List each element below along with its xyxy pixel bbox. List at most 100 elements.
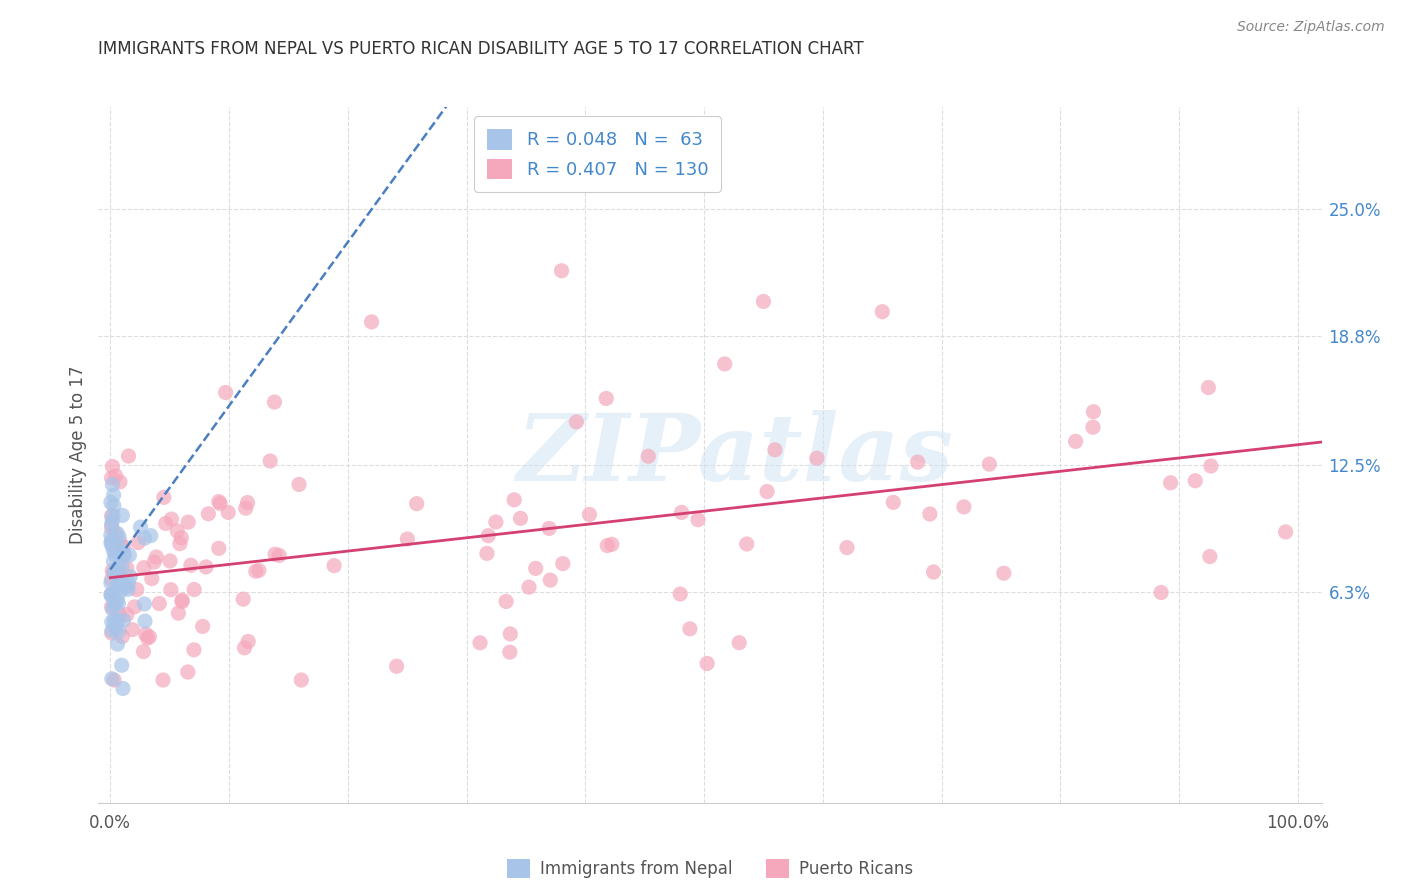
Point bbox=[100, 589, 122, 603]
Point bbox=[108, 530, 131, 544]
Point bbox=[105, 526, 128, 541]
Point bbox=[288, 477, 311, 491]
Point bbox=[236, 495, 259, 509]
Point bbox=[127, 535, 149, 549]
Point bbox=[686, 513, 709, 527]
Point bbox=[180, 558, 202, 573]
Point bbox=[1197, 380, 1219, 394]
Point bbox=[806, 451, 828, 466]
Point bbox=[104, 468, 127, 483]
Point bbox=[509, 511, 531, 525]
Point bbox=[108, 624, 131, 638]
Point bbox=[101, 615, 124, 629]
Legend: Immigrants from Nepal, Puerto Ricans: Immigrants from Nepal, Puerto Ricans bbox=[501, 853, 920, 885]
Point bbox=[101, 459, 124, 474]
Point bbox=[100, 508, 122, 523]
Point bbox=[105, 592, 128, 607]
Point bbox=[101, 624, 124, 638]
Point bbox=[138, 630, 160, 644]
Point bbox=[100, 521, 122, 535]
Point bbox=[111, 577, 134, 591]
Point bbox=[121, 623, 143, 637]
Point bbox=[160, 582, 183, 597]
Point bbox=[100, 587, 122, 601]
Point bbox=[477, 529, 499, 543]
Point bbox=[104, 596, 127, 610]
Point bbox=[713, 357, 735, 371]
Point bbox=[134, 614, 156, 628]
Point bbox=[153, 491, 176, 505]
Point bbox=[578, 508, 600, 522]
Point bbox=[101, 564, 124, 578]
Point bbox=[112, 548, 135, 562]
Point bbox=[183, 582, 205, 597]
Point bbox=[167, 606, 190, 620]
Point bbox=[132, 644, 155, 658]
Point bbox=[524, 561, 547, 575]
Point bbox=[1064, 434, 1087, 449]
Point bbox=[696, 657, 718, 671]
Point bbox=[117, 582, 139, 597]
Point bbox=[170, 531, 193, 545]
Point bbox=[245, 564, 267, 578]
Point bbox=[101, 672, 124, 686]
Point bbox=[671, 506, 693, 520]
Point bbox=[134, 597, 156, 611]
Point bbox=[101, 508, 124, 523]
Point bbox=[177, 665, 200, 679]
Point bbox=[103, 565, 125, 579]
Point bbox=[565, 415, 588, 429]
Point bbox=[1199, 458, 1222, 473]
Point bbox=[100, 573, 122, 587]
Point bbox=[129, 520, 152, 534]
Point bbox=[953, 500, 976, 514]
Point bbox=[100, 536, 122, 550]
Point bbox=[238, 634, 260, 648]
Point bbox=[103, 598, 125, 612]
Point bbox=[499, 627, 522, 641]
Point bbox=[103, 566, 125, 580]
Point bbox=[1184, 474, 1206, 488]
Point bbox=[141, 572, 163, 586]
Point bbox=[105, 567, 128, 582]
Point bbox=[108, 584, 131, 599]
Point bbox=[112, 540, 135, 554]
Point bbox=[103, 618, 125, 632]
Point bbox=[475, 546, 498, 560]
Point bbox=[104, 526, 127, 541]
Point bbox=[100, 626, 122, 640]
Point bbox=[1081, 420, 1104, 434]
Point bbox=[108, 475, 131, 489]
Point bbox=[100, 599, 122, 614]
Point bbox=[117, 449, 139, 463]
Point bbox=[125, 582, 148, 597]
Point bbox=[596, 539, 619, 553]
Point bbox=[922, 565, 945, 579]
Point bbox=[107, 544, 129, 558]
Point bbox=[135, 627, 157, 641]
Point bbox=[120, 569, 142, 583]
Point bbox=[100, 533, 122, 548]
Point bbox=[115, 561, 138, 575]
Point bbox=[468, 636, 491, 650]
Point bbox=[111, 630, 134, 644]
Point bbox=[124, 599, 146, 614]
Point bbox=[170, 594, 193, 608]
Point bbox=[101, 602, 124, 616]
Point bbox=[595, 392, 617, 406]
Point bbox=[159, 554, 181, 568]
Point bbox=[1150, 585, 1173, 599]
Point bbox=[637, 450, 659, 464]
Point bbox=[132, 560, 155, 574]
Point bbox=[145, 549, 167, 564]
Point bbox=[183, 643, 205, 657]
Point bbox=[139, 529, 162, 543]
Point bbox=[108, 607, 131, 622]
Point bbox=[155, 516, 177, 531]
Point bbox=[105, 566, 128, 581]
Point bbox=[264, 547, 287, 561]
Point bbox=[396, 532, 419, 546]
Point bbox=[217, 505, 239, 519]
Point bbox=[247, 563, 270, 577]
Point bbox=[101, 539, 124, 553]
